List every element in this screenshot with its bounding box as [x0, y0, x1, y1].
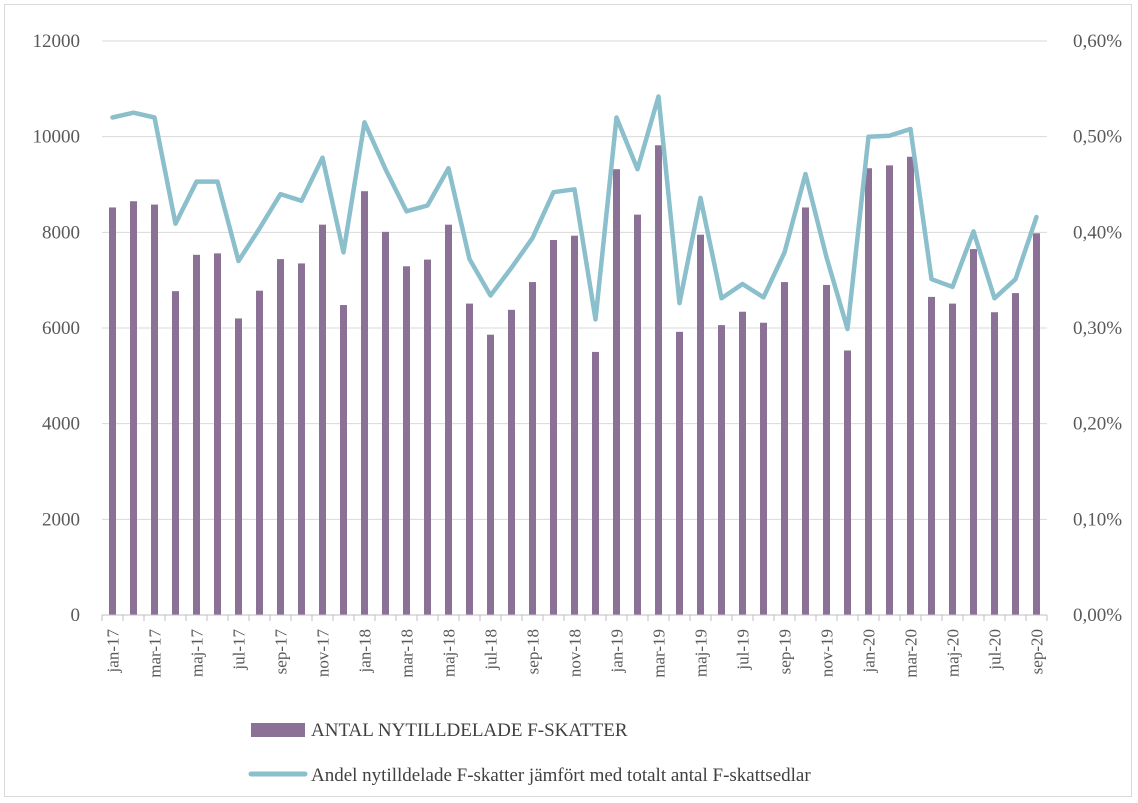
bar [151, 204, 158, 615]
bar [949, 303, 956, 615]
left-y-tick-label: 2000 [42, 509, 80, 530]
x-tick-label: jan-20 [860, 629, 879, 673]
legend-bar-swatch [251, 723, 305, 737]
bar [655, 145, 662, 615]
bar [634, 214, 641, 615]
bar [697, 234, 704, 615]
chart-frame: 0 2000 4000 6000 8000 10000 12000 0,00% 0,10% 0,… [4, 4, 1132, 797]
bar-series [109, 145, 1040, 616]
bar [1012, 293, 1019, 615]
bar [466, 303, 473, 615]
bar [907, 156, 914, 616]
bar [823, 284, 830, 615]
x-tick-label: jan-19 [608, 629, 627, 673]
x-tick-label: sep-18 [524, 629, 543, 674]
bar [571, 235, 578, 615]
bar [844, 350, 851, 615]
x-tick-label: mar-19 [650, 629, 669, 678]
right-y-tick-label: 0,60% [1073, 31, 1122, 52]
legend: ANTAL NYTILLDELADE F-SKATTER Andel nytil… [248, 720, 811, 786]
bar [991, 312, 998, 615]
bar [592, 351, 599, 615]
x-tick-label: sep-17 [272, 629, 291, 675]
x-tick-label: sep-20 [1028, 629, 1047, 674]
left-y-tick-label: 6000 [42, 318, 80, 339]
line-series [110, 94, 1039, 332]
left-y-tick-label: 12000 [33, 31, 81, 52]
bar [109, 207, 116, 615]
bar [256, 290, 263, 615]
left-y-axis: 0 2000 4000 6000 8000 10000 12000 [33, 31, 81, 626]
bar [802, 207, 809, 615]
x-tick-label: jul-18 [482, 629, 501, 671]
right-y-axis: 0,00% 0,10% 0,20% 0,30% 0,40% 0,50% 0,60% [1073, 31, 1122, 626]
right-y-tick-label: 0,10% [1073, 509, 1122, 530]
x-tick-label: mar-17 [146, 629, 165, 678]
right-y-tick-label: 0,00% [1073, 605, 1122, 626]
left-y-tick-label: 4000 [42, 414, 80, 435]
bar [886, 165, 893, 615]
x-tick-label: nov-17 [314, 629, 333, 678]
left-y-tick-label: 10000 [33, 127, 81, 148]
bar [277, 259, 284, 615]
bar [298, 263, 305, 615]
x-tick-label: jul-19 [734, 629, 753, 671]
bar [340, 305, 347, 615]
bar [739, 311, 746, 615]
bar [928, 296, 935, 615]
x-tick-label: maj-18 [440, 629, 459, 677]
x-axis: jan-17 mar-17 maj-17 jul-17 sep-17 nov-17 jan-… [101, 614, 1048, 678]
bar [235, 318, 242, 615]
bar [550, 239, 557, 615]
bar [214, 253, 221, 615]
bar [865, 168, 872, 615]
bar [382, 231, 389, 616]
bar [319, 224, 326, 615]
x-tick-label: maj-19 [692, 629, 711, 677]
bar [613, 169, 620, 615]
right-y-tick-label: 0,30% [1073, 318, 1122, 339]
bar [424, 259, 431, 615]
legend-bar-label: ANTAL NYTILLDELADE F-SKATTER [311, 720, 628, 741]
bar [676, 331, 683, 615]
right-y-tick-label: 0,50% [1073, 127, 1122, 148]
x-tick-label: jul-17 [230, 629, 249, 671]
left-y-tick-label: 8000 [42, 222, 80, 243]
x-tick-label: mar-20 [902, 629, 921, 678]
x-tick-label: nov-18 [566, 629, 585, 677]
x-tick-label: sep-19 [776, 629, 795, 674]
x-tick-label: maj-20 [944, 629, 963, 677]
x-tick-label: jan-17 [104, 629, 123, 674]
bar [130, 201, 137, 615]
bar [361, 191, 368, 616]
x-tick-label: maj-17 [188, 629, 207, 678]
x-tick-label: jul-20 [986, 629, 1005, 671]
x-tick-label: jan-18 [356, 629, 375, 673]
bar [487, 334, 494, 615]
bar [172, 291, 179, 615]
left-y-tick-label: 0 [71, 605, 81, 626]
bar [529, 282, 536, 615]
x-tick-label: mar-18 [398, 629, 417, 678]
bar [760, 322, 767, 615]
bar [718, 325, 725, 615]
bar [403, 266, 410, 615]
bar [970, 249, 977, 615]
legend-line-label: Andel nytilldelade F-skatter jämfört med… [311, 765, 811, 786]
line-series-path [110, 94, 1039, 332]
bar [193, 254, 200, 615]
right-y-tick-label: 0,20% [1073, 414, 1122, 435]
x-tick-label: nov-19 [818, 629, 837, 677]
bar [508, 309, 515, 615]
bar [445, 224, 452, 615]
bar [1033, 233, 1040, 616]
right-y-tick-label: 0,40% [1073, 222, 1122, 243]
bar [781, 282, 788, 615]
